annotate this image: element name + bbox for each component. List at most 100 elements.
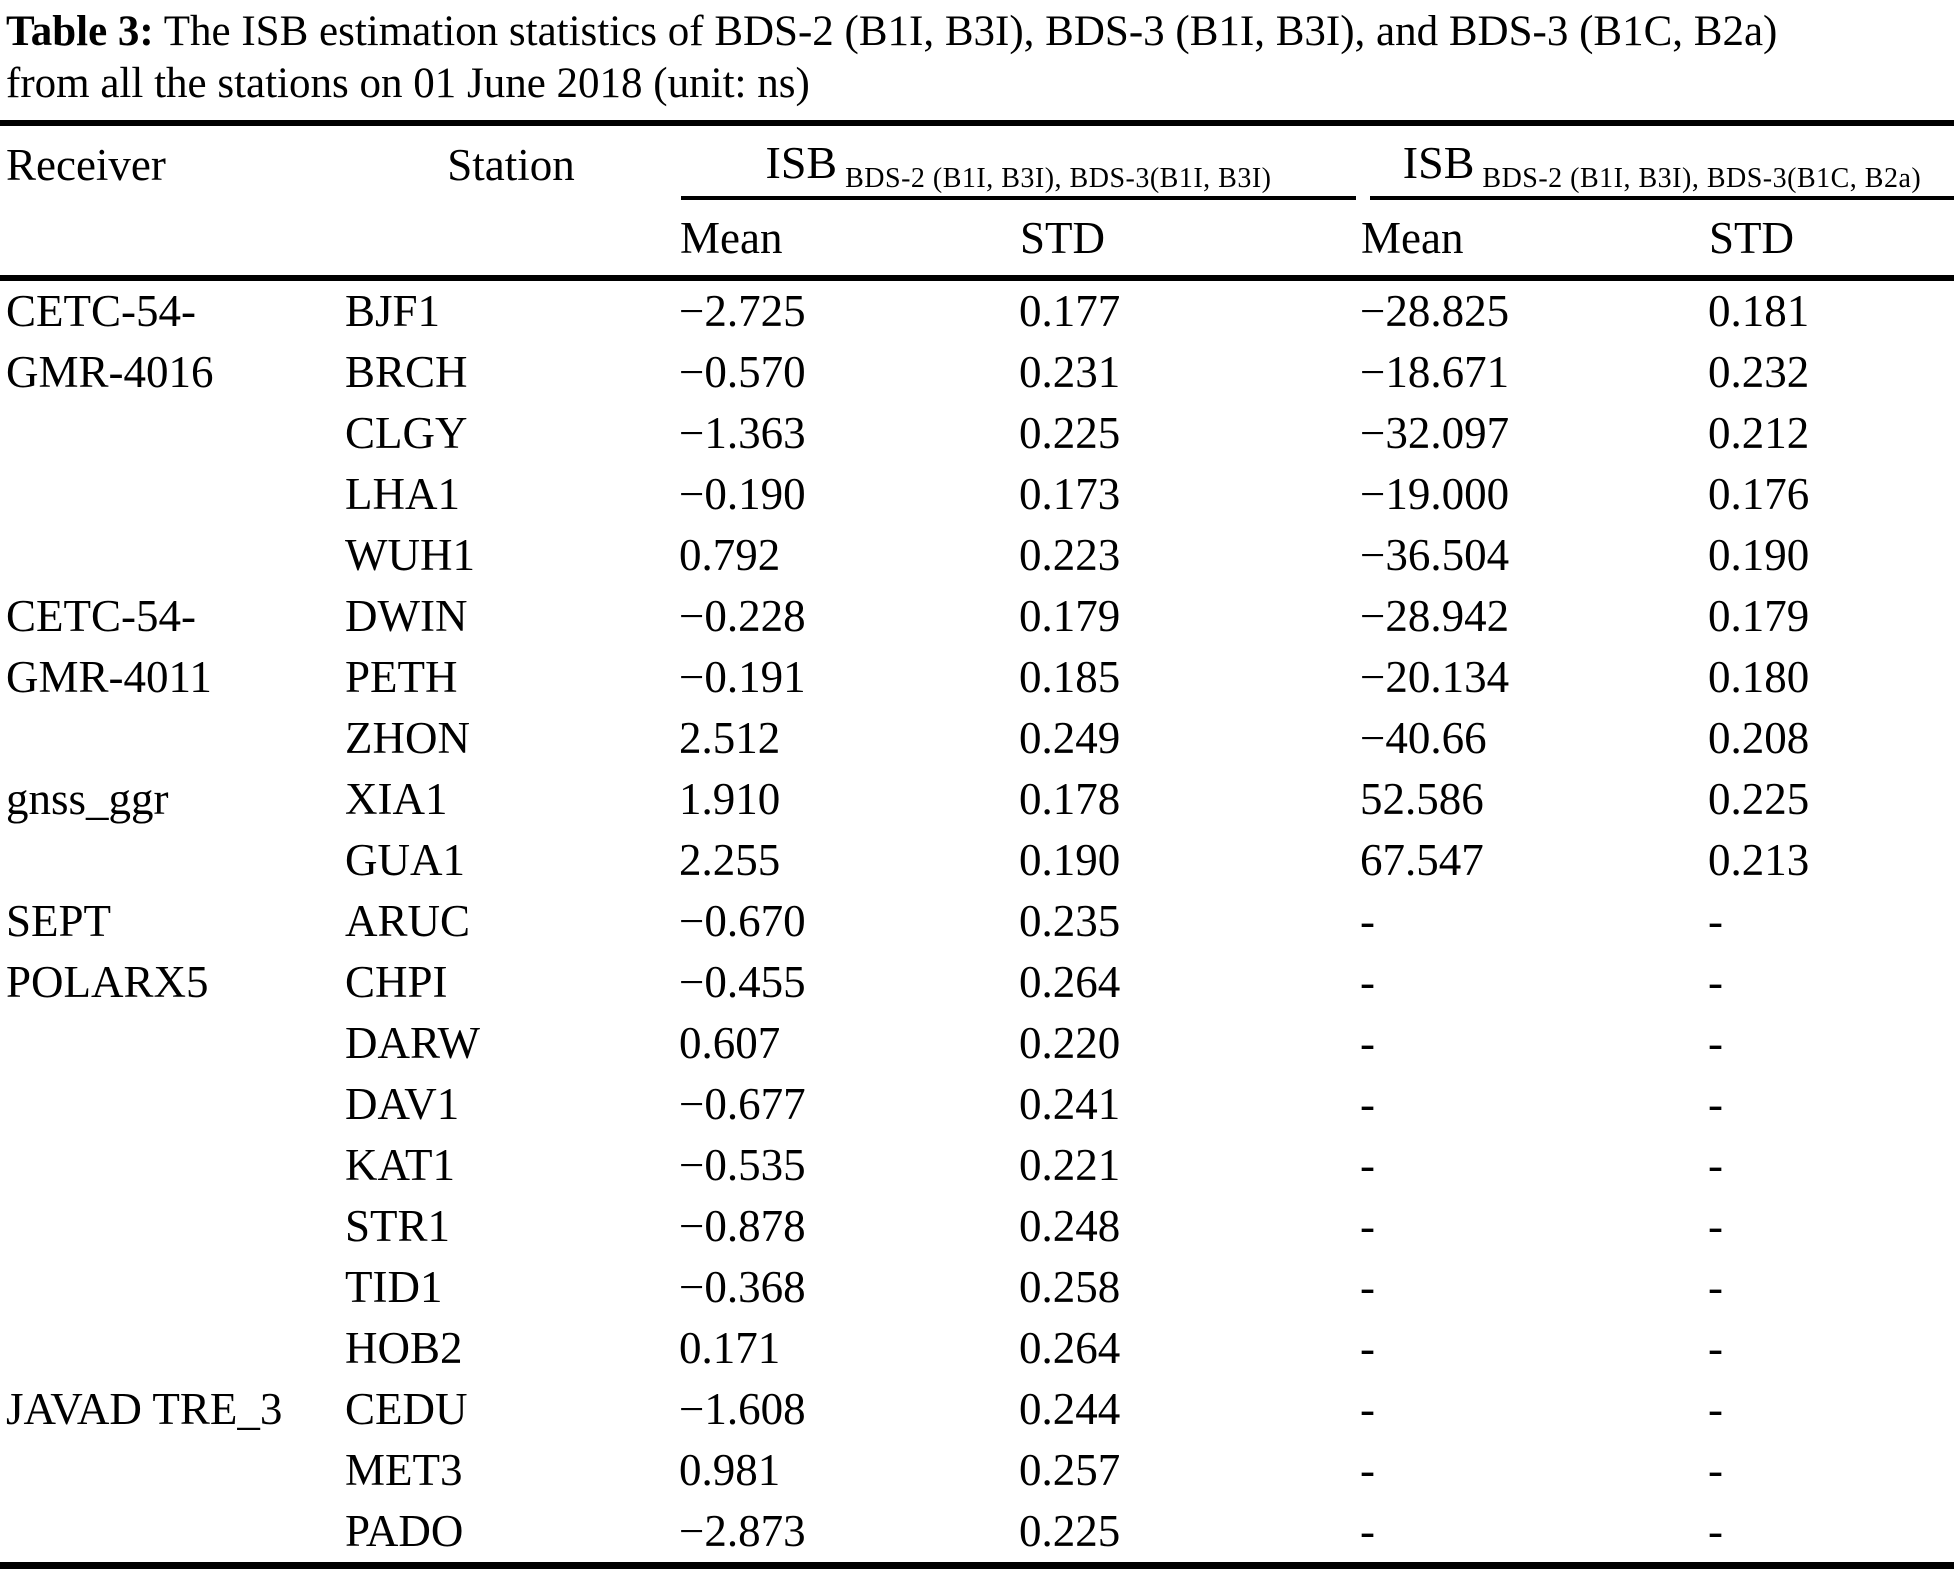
table-row: PADO −2.873 0.225 - - [0, 1501, 1954, 1566]
table-caption-text: The ISB estimation statistics of BDS-2 (… [6, 8, 1778, 107]
std1-cell: 0.178 [1019, 774, 1121, 824]
table-row: STR1 −0.878 0.248 - - [0, 1196, 1954, 1257]
std2-cell: - [1708, 1018, 1724, 1068]
receiver-cell: CETC-54- GMR-4016 [6, 286, 214, 397]
isb-group-1-subscript: BDS-2 (B1I, B3I), BDS-3(B1I, B3I) [845, 163, 1272, 194]
mean2-cell: - [1360, 1018, 1376, 1068]
mean2-cell: - [1360, 1506, 1376, 1556]
table-row: CETC-54- GMR-4016 BJF1 −2.725 0.177 −28.… [0, 278, 1954, 397]
mean1-cell: −0.368 [679, 1262, 806, 1312]
column-header-mean-1: Mean [680, 213, 783, 263]
std2-cell: 0.179 [1708, 591, 1810, 641]
std2-cell: 0.225 [1708, 774, 1810, 824]
receiver-cell: JAVAD TRE_3 [6, 1384, 283, 1434]
table-row: WUH1 0.792 0.223 −36.504 0.190 [0, 525, 1954, 586]
station-cell: BJF1 [345, 286, 441, 336]
mean2-cell: −18.671 [1360, 347, 1510, 397]
isb-group-1-label: ISB BDS-2 (B1I, B3I), BDS-3(B1I, B3I) [681, 126, 1357, 200]
mean1-cell: −2.873 [679, 1506, 806, 1556]
std1-cell: 0.190 [1019, 835, 1121, 885]
station-cell: ARUC [345, 896, 471, 946]
table-header: Receiver Station ISB BDS-2 (B1I, B3I), BD… [0, 123, 1954, 278]
table-row: KAT1 −0.535 0.221 - - [0, 1135, 1954, 1196]
mean1-cell: −0.190 [679, 469, 806, 519]
column-header-std-2: STD [1709, 213, 1795, 263]
mean1-cell: 2.255 [679, 835, 781, 885]
station-cell: TID1 [345, 1262, 443, 1312]
std1-cell: 0.235 [1019, 896, 1121, 946]
station-cell: CLGY [345, 408, 468, 458]
table-row: MET3 0.981 0.257 - - [0, 1440, 1954, 1501]
mean1-cell: −1.608 [679, 1384, 806, 1434]
std1-cell: 0.248 [1019, 1201, 1121, 1251]
station-cell: PETH [345, 652, 458, 702]
column-header-mean-2: Mean [1361, 213, 1464, 263]
mean2-cell: −28.942 [1360, 591, 1510, 641]
std1-cell: 0.177 [1019, 286, 1121, 336]
std1-cell: 0.264 [1019, 1323, 1121, 1373]
mean2-cell: −28.825 [1360, 286, 1510, 336]
mean2-cell: - [1360, 1079, 1376, 1129]
station-cell: XIA1 [345, 774, 448, 824]
std1-cell: 0.241 [1019, 1079, 1121, 1129]
std1-cell: 0.264 [1019, 957, 1121, 1007]
header-row-groups: Receiver Station ISB BDS-2 (B1I, B3I), BD… [0, 123, 1954, 201]
header-row-stats: Mean STD Mean STD [0, 201, 1954, 278]
table-row: LHA1 −0.190 0.173 −19.000 0.176 [0, 464, 1954, 525]
std2-cell: 0.213 [1708, 835, 1810, 885]
std2-cell: - [1708, 957, 1724, 1007]
std2-cell: - [1708, 896, 1724, 946]
std1-cell: 0.249 [1019, 713, 1121, 763]
station-cell: DAV1 [345, 1079, 460, 1129]
mean1-cell: −0.228 [679, 591, 806, 641]
std2-cell: - [1708, 1384, 1724, 1434]
mean2-cell: - [1360, 957, 1376, 1007]
mean2-cell: - [1360, 896, 1376, 946]
mean2-cell: - [1360, 1445, 1376, 1495]
column-group-isb-b1i-b3i: ISB BDS-2 (B1I, B3I), BDS-3(B1I, B3I) [677, 123, 1358, 201]
station-cell: HOB2 [345, 1323, 463, 1373]
std2-cell: 0.232 [1708, 347, 1810, 397]
std2-cell: 0.180 [1708, 652, 1810, 702]
mean1-cell: −0.878 [679, 1201, 806, 1251]
table-row: TID1 −0.368 0.258 - - [0, 1257, 1954, 1318]
mean2-cell: −20.134 [1360, 652, 1510, 702]
station-cell: KAT1 [345, 1140, 455, 1190]
mean2-cell: 67.547 [1360, 835, 1484, 885]
mean1-cell: −0.455 [679, 957, 806, 1007]
station-cell: BRCH [345, 347, 468, 397]
station-cell: CEDU [345, 1384, 468, 1434]
table-row: PETH −0.191 0.185 −20.134 0.180 [0, 647, 1954, 708]
mean1-cell: −2.725 [679, 286, 806, 336]
std2-cell: - [1708, 1140, 1724, 1190]
receiver-cell: SEPT POLARX5 [6, 896, 209, 1007]
mean2-cell: −19.000 [1360, 469, 1510, 519]
std1-cell: 0.173 [1019, 469, 1121, 519]
table-row: ZHON 2.512 0.249 −40.66 0.208 [0, 708, 1954, 769]
column-header-receiver: Receiver [6, 140, 166, 190]
table-caption: Table 3: The ISB estimation statistics o… [0, 0, 1954, 110]
mean2-cell: - [1360, 1323, 1376, 1373]
table-caption-label: Table 3: [6, 8, 154, 55]
isb-group-2-main: ISB [1402, 137, 1475, 188]
std1-cell: 0.179 [1019, 591, 1121, 641]
std1-cell: 0.257 [1019, 1445, 1121, 1495]
std2-cell: - [1708, 1323, 1724, 1373]
table-row: DAV1 −0.677 0.241 - - [0, 1074, 1954, 1135]
std2-cell: 0.190 [1708, 530, 1810, 580]
std2-cell: 0.208 [1708, 713, 1810, 763]
std1-cell: 0.223 [1019, 530, 1121, 580]
table-row: HOB2 0.171 0.264 - - [0, 1318, 1954, 1379]
mean1-cell: −0.677 [679, 1079, 806, 1129]
station-cell: MET3 [345, 1445, 463, 1495]
isb-group-2-subscript: BDS-2 (B1I, B3I), BDS-3(B1C, B2a) [1482, 163, 1922, 194]
mean2-cell: - [1360, 1384, 1376, 1434]
station-cell: DARW [345, 1018, 480, 1068]
mean1-cell: −0.670 [679, 896, 806, 946]
station-cell: LHA1 [345, 469, 460, 519]
std2-cell: - [1708, 1506, 1724, 1556]
mean1-cell: 0.607 [679, 1018, 781, 1068]
table-body: CETC-54- GMR-4016 BJF1 −2.725 0.177 −28.… [0, 278, 1954, 1566]
mean1-cell: 1.910 [679, 774, 781, 824]
